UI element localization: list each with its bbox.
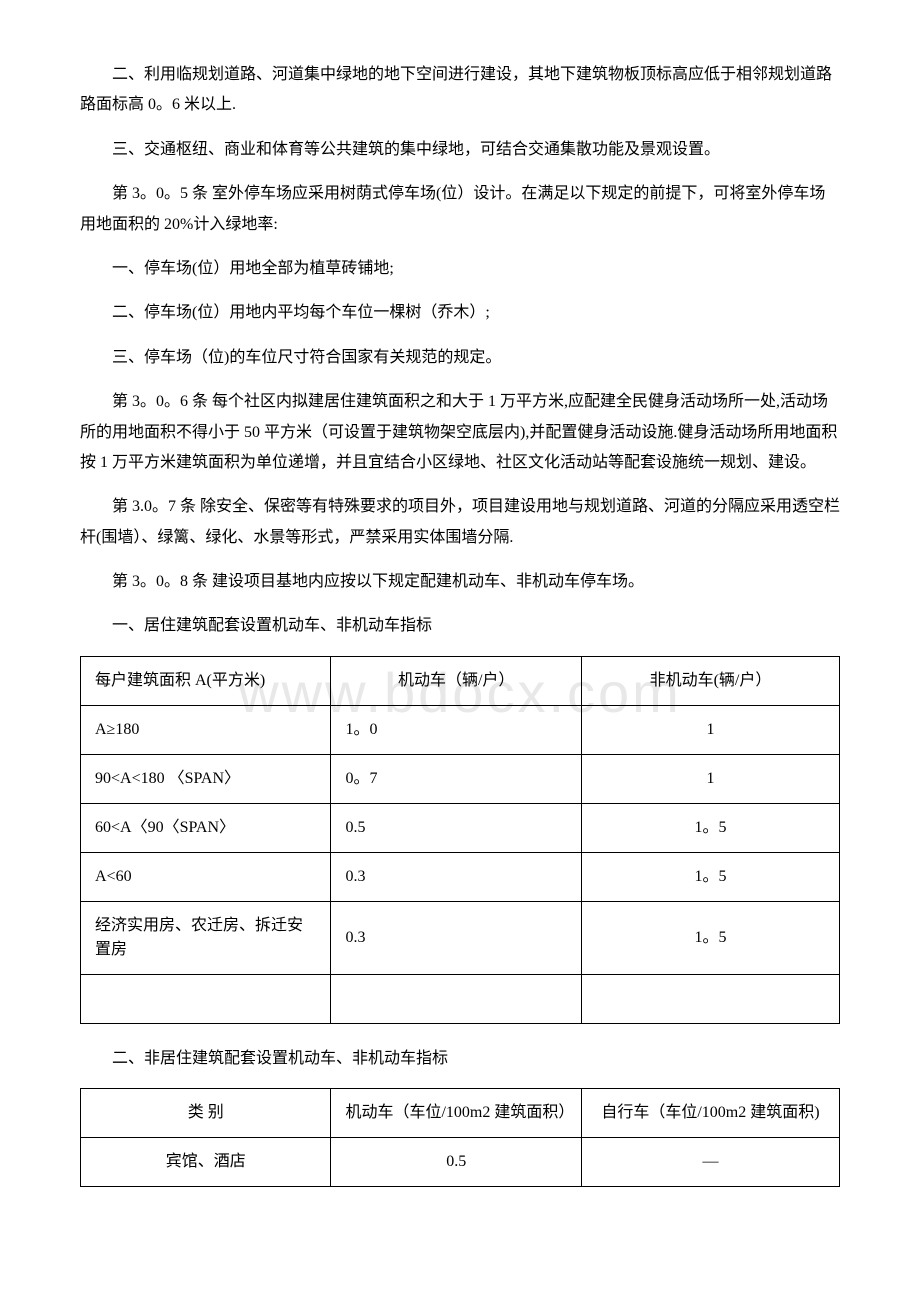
table-cell [581, 974, 839, 1023]
table-cell: 0.5 [331, 1138, 581, 1187]
paragraph: 一、居住建筑配套设置机动车、非机动车指标 [80, 611, 840, 641]
paragraph: 二、利用临规划道路、河道集中绿地的地下空间进行建设，其地下建筑物板顶标高应低于相… [80, 60, 840, 121]
table-cell: A<60 [81, 852, 331, 901]
paragraph: 第 3。0。8 条 建设项目基地内应按以下规定配建机动车、非机动车停车场。 [80, 567, 840, 597]
table-cell: 1 [581, 754, 839, 803]
table-cell: 经济实用房、农迁房、拆迁安置房 [81, 901, 331, 974]
table-header-cell: 类 别 [81, 1089, 331, 1138]
document-content: 二、利用临规划道路、河道集中绿地的地下空间进行建设，其地下建筑物板顶标高应低于相… [80, 60, 840, 1187]
table-cell: 1。5 [581, 901, 839, 974]
table-cell: 宾馆、酒店 [81, 1138, 331, 1187]
table-cell: 1 [581, 705, 839, 754]
table-row: 60<A〈90〈SPAN〉 0.5 1。5 [81, 803, 840, 852]
paragraph: 第 3。0。5 条 室外停车场应采用树荫式停车场(位）设计。在满足以下规定的前提… [80, 179, 840, 240]
table-row: 经济实用房、农迁房、拆迁安置房 0.3 1。5 [81, 901, 840, 974]
table-cell: 0.3 [331, 852, 581, 901]
table-cell: — [581, 1138, 839, 1187]
table-header-cell: 机动车（车位/100m2 建筑面积） [331, 1089, 581, 1138]
table-row: A<60 0.3 1。5 [81, 852, 840, 901]
table-row: 宾馆、酒店 0.5 — [81, 1138, 840, 1187]
table-cell: 60<A〈90〈SPAN〉 [81, 803, 331, 852]
table-cell: 1。0 [331, 705, 581, 754]
table-row: A≥180 1。0 1 [81, 705, 840, 754]
table-header-cell: 非机动车(辆/户） [581, 656, 839, 705]
table-cell [81, 974, 331, 1023]
table-row: 90<A<180 〈SPAN〉 0。7 1 [81, 754, 840, 803]
paragraph: 三、停车场（位)的车位尺寸符合国家有关规范的规定。 [80, 343, 840, 373]
table-row [81, 974, 840, 1023]
table-cell: 1。5 [581, 803, 839, 852]
table-cell [331, 974, 581, 1023]
table-cell: 0。7 [331, 754, 581, 803]
paragraph: 第 3。0。6 条 每个社区内拟建居住建筑面积之和大于 1 万平方米,应配建全民… [80, 387, 840, 478]
table-header-cell: 机动车（辆/户） [331, 656, 581, 705]
paragraph: 第 3.0。7 条 除安全、保密等有特殊要求的项目外，项目建设用地与规划道路、河… [80, 492, 840, 553]
paragraph: 二、停车场(位）用地内平均每个车位一棵树（乔木）; [80, 298, 840, 328]
table-header-cell: 每户建筑面积 A(平方米) [81, 656, 331, 705]
table-cell: A≥180 [81, 705, 331, 754]
table-cell: 1。5 [581, 852, 839, 901]
table-cell: 90<A<180 〈SPAN〉 [81, 754, 331, 803]
table-cell: 0.3 [331, 901, 581, 974]
table-cell: 0.5 [331, 803, 581, 852]
table-nonresidential-parking: 类 别 机动车（车位/100m2 建筑面积） 自行车（车位/100m2 建筑面积… [80, 1088, 840, 1187]
table-header-row: 类 别 机动车（车位/100m2 建筑面积） 自行车（车位/100m2 建筑面积… [81, 1089, 840, 1138]
table-header-cell: 自行车（车位/100m2 建筑面积) [581, 1089, 839, 1138]
paragraph: 三、交通枢纽、商业和体育等公共建筑的集中绿地，可结合交通集散功能及景观设置。 [80, 135, 840, 165]
paragraph: 一、停车场(位）用地全部为植草砖铺地; [80, 254, 840, 284]
table-residential-parking: 每户建筑面积 A(平方米) 机动车（辆/户） 非机动车(辆/户） A≥180 1… [80, 656, 840, 1024]
paragraph: 二、非居住建筑配套设置机动车、非机动车指标 [80, 1044, 840, 1074]
table-header-row: 每户建筑面积 A(平方米) 机动车（辆/户） 非机动车(辆/户） [81, 656, 840, 705]
